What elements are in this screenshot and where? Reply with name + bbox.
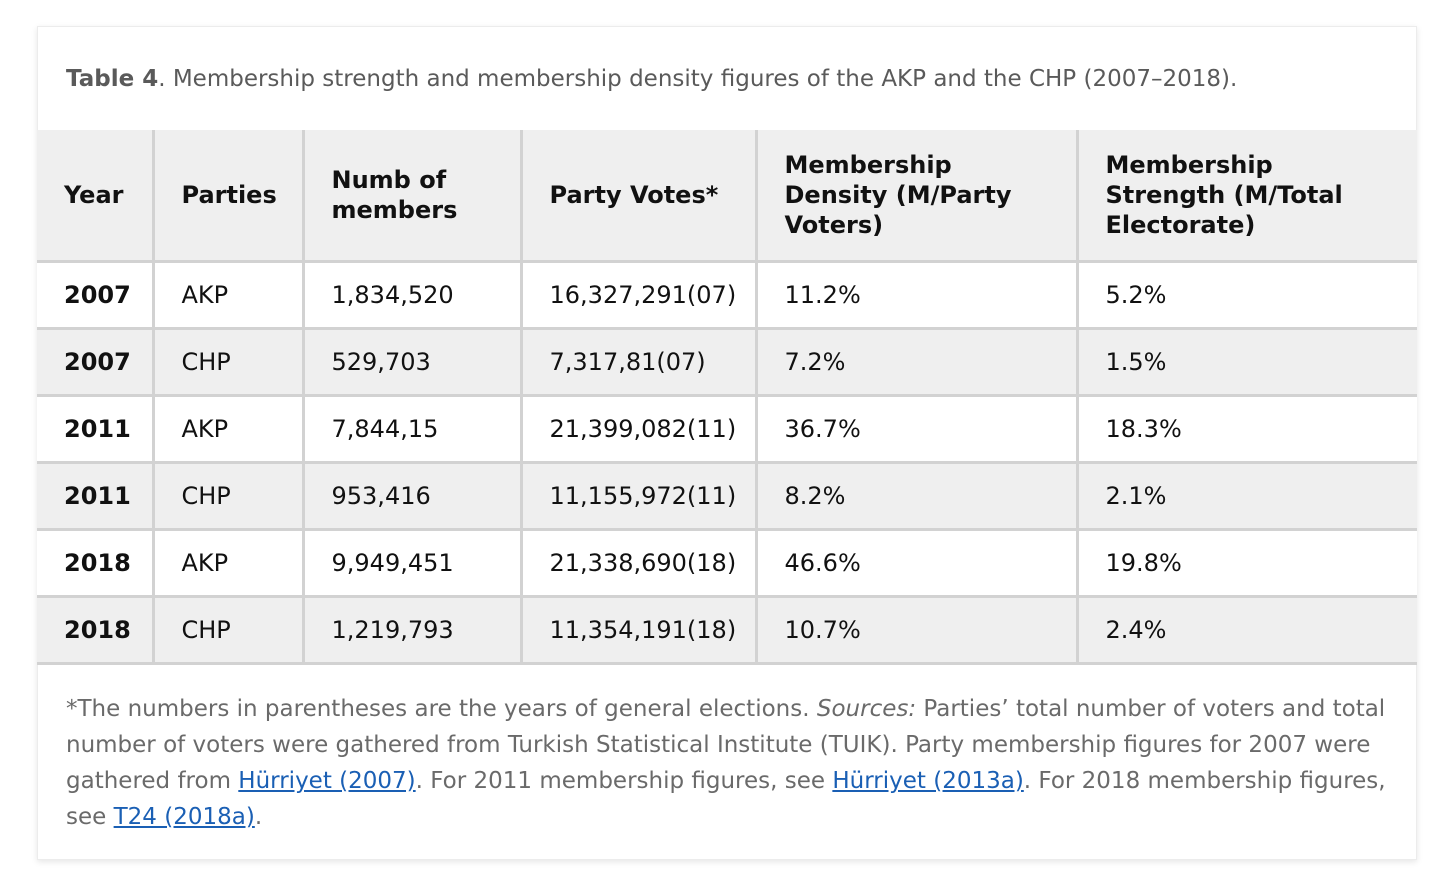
link-hurriyet-2007[interactable]: Hürriyet (2007) xyxy=(238,768,416,794)
cell-strength: 1.5% xyxy=(1075,328,1417,397)
cell-votes: 16,327,291(07) xyxy=(519,261,756,330)
link-t24-2018a[interactable]: T24 (2018a) xyxy=(113,804,255,830)
cell-party: AKP xyxy=(151,529,303,598)
table-caption-text: . Membership strength and membership den… xyxy=(158,66,1238,92)
cell-density: 7.2% xyxy=(754,328,1077,397)
cell-votes: 11,354,191(18) xyxy=(519,596,756,665)
table-row: 2018 AKP 9,949,451 21,338,690(18) 46.6% … xyxy=(37,529,1417,598)
table-footnote: *The numbers in parentheses are the year… xyxy=(66,691,1396,835)
header-year: Year xyxy=(37,130,153,263)
header-party-votes: Party Votes* xyxy=(519,130,756,263)
cell-votes: 21,338,690(18) xyxy=(519,529,756,598)
cell-year: 2007 xyxy=(37,261,153,330)
footnote-text-2: Parties’ total number of voters and tota… xyxy=(66,696,1386,794)
cell-party: AKP xyxy=(151,261,303,330)
cell-year: 2011 xyxy=(37,462,153,531)
footnote-sources-label: Sources: xyxy=(816,696,917,722)
header-membership-strength: Membership Strength (M/Total Electorate) xyxy=(1075,130,1417,263)
link-hurriyet-2013a[interactable]: Hürriyet (2013a) xyxy=(832,768,1024,794)
table-row: 2007 CHP 529,703 7,317,81(07) 7.2% 1.5% xyxy=(37,328,1417,397)
cell-density: 8.2% xyxy=(754,462,1077,531)
cell-strength: 5.2% xyxy=(1075,261,1417,330)
table-row: 2018 CHP 1,219,793 11,354,191(18) 10.7% … xyxy=(37,596,1417,665)
cell-strength: 2.4% xyxy=(1075,596,1417,665)
cell-party: CHP xyxy=(151,328,303,397)
cell-party: AKP xyxy=(151,395,303,464)
cell-party: CHP xyxy=(151,462,303,531)
cell-members: 529,703 xyxy=(301,328,521,397)
table-caption: Table 4. Membership strength and members… xyxy=(66,63,1237,95)
cell-members: 7,844,15 xyxy=(301,395,521,464)
cell-votes: 21,399,082(11) xyxy=(519,395,756,464)
footnote-text-4: . For 2018 membership figures, see xyxy=(66,768,1386,830)
cell-year: 2007 xyxy=(37,328,153,397)
cell-density: 46.6% xyxy=(754,529,1077,598)
table-header: Year Parties Numb of members Party Votes… xyxy=(37,130,1417,263)
cell-votes: 11,155,972(11) xyxy=(519,462,756,531)
cell-year: 2018 xyxy=(37,596,153,665)
cell-members: 953,416 xyxy=(301,462,521,531)
header-members: Numb of members xyxy=(301,130,521,263)
cell-year: 2011 xyxy=(37,395,153,464)
cell-members: 1,219,793 xyxy=(301,596,521,665)
header-row: Year Parties Numb of members Party Votes… xyxy=(37,130,1417,263)
footnote-text-3: . For 2011 membership figures, see xyxy=(415,768,833,794)
cell-strength: 18.3% xyxy=(1075,395,1417,464)
cell-members: 9,949,451 xyxy=(301,529,521,598)
footnote-text-1: *The numbers in parentheses are the year… xyxy=(66,696,817,722)
table-row: 2011 AKP 7,844,15 21,399,082(11) 36.7% 1… xyxy=(37,395,1417,464)
membership-table: Year Parties Numb of members Party Votes… xyxy=(37,130,1417,665)
cell-density: 36.7% xyxy=(754,395,1077,464)
cell-members: 1,834,520 xyxy=(301,261,521,330)
table-card: Table 4. Membership strength and members… xyxy=(37,26,1417,860)
table-caption-label: Table 4 xyxy=(66,66,159,92)
cell-votes: 7,317,81(07) xyxy=(519,328,756,397)
table-body: 2007 AKP 1,834,520 16,327,291(07) 11.2% … xyxy=(37,261,1417,665)
cell-strength: 2.1% xyxy=(1075,462,1417,531)
cell-density: 11.2% xyxy=(754,261,1077,330)
footnote-text-5: . xyxy=(254,804,263,830)
cell-party: CHP xyxy=(151,596,303,665)
table-row: 2011 CHP 953,416 11,155,972(11) 8.2% 2.1… xyxy=(37,462,1417,531)
header-membership-density: Membership Density (M/Party Voters) xyxy=(754,130,1077,263)
table-row: 2007 AKP 1,834,520 16,327,291(07) 11.2% … xyxy=(37,261,1417,330)
cell-density: 10.7% xyxy=(754,596,1077,665)
cell-strength: 19.8% xyxy=(1075,529,1417,598)
cell-year: 2018 xyxy=(37,529,153,598)
header-parties: Parties xyxy=(151,130,303,263)
